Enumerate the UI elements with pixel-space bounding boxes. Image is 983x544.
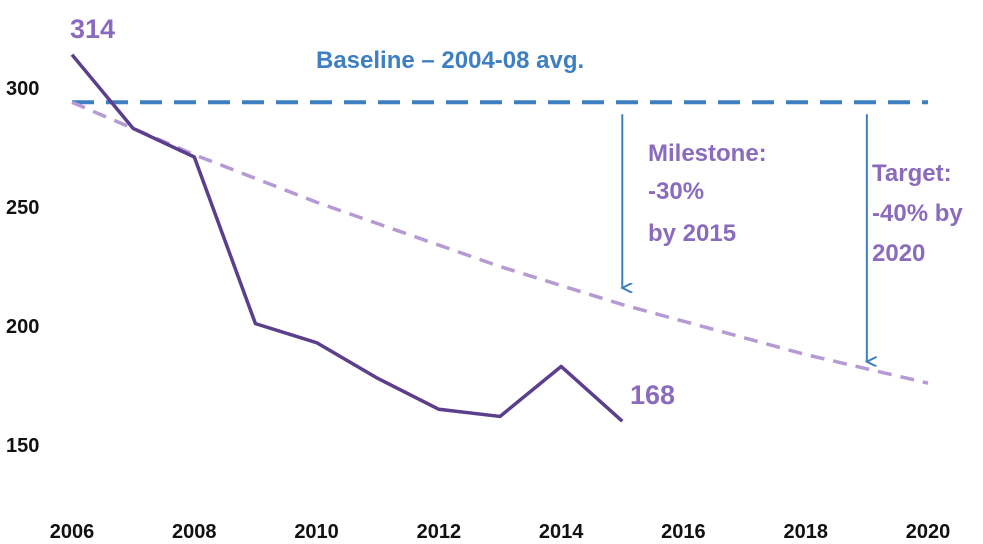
x-tick-label: 2012 [417,521,462,543]
end-value-label: 168 [630,380,675,410]
x-tick-label: 2020 [906,521,951,543]
milestone-label-line: -30% [648,178,704,205]
y-tick-label: 150 [6,435,39,457]
y-tick-label: 300 [6,78,39,100]
x-axis-ticks: 2006 2008 2010 2012 2014 2016 2018 2020 [50,521,951,543]
y-tick-label: 200 [6,316,39,338]
x-tick-label: 2014 [539,521,584,543]
target-label-line: Target: [872,160,952,187]
x-tick-label: 2006 [50,521,95,543]
milestone-label-line: Milestone: [648,140,767,167]
actual-line [70,53,624,423]
target-trajectory-line [71,100,929,385]
target-label: Target: -40% by 2020 [872,160,969,267]
baseline-label: Baseline – 2004-08 avg. [316,47,584,74]
milestone-label-line: by 2015 [648,220,736,247]
milestone-label: Milestone: -30% by 2015 [648,140,773,247]
x-tick-label: 2008 [172,521,217,543]
target-label-line: 2020 [872,240,925,267]
target-label-line: -40% by [872,200,963,227]
x-tick-label: 2018 [783,521,828,543]
start-value-label: 314 [70,14,115,44]
y-axis-ticks: 150 200 250 300 [6,78,39,457]
x-tick-label: 2010 [294,521,339,543]
x-tick-label: 2016 [661,521,706,543]
y-tick-label: 250 [6,197,39,219]
